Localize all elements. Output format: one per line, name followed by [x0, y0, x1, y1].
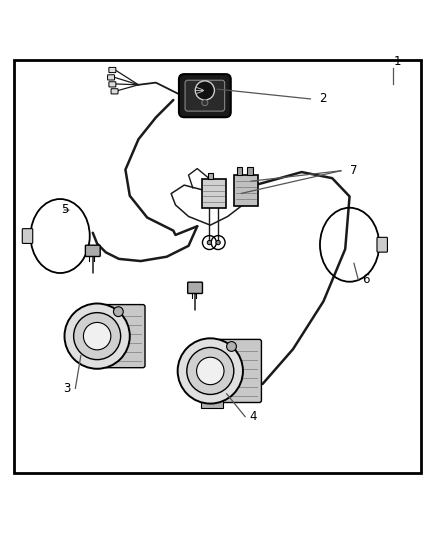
- FancyBboxPatch shape: [109, 67, 116, 72]
- FancyBboxPatch shape: [111, 88, 118, 94]
- Circle shape: [187, 348, 234, 394]
- Circle shape: [178, 338, 243, 403]
- FancyBboxPatch shape: [109, 82, 116, 87]
- Circle shape: [113, 307, 123, 317]
- Circle shape: [207, 240, 212, 245]
- FancyBboxPatch shape: [187, 282, 202, 294]
- Text: 6: 6: [363, 273, 370, 286]
- Circle shape: [195, 81, 215, 100]
- FancyBboxPatch shape: [105, 304, 145, 368]
- Bar: [201, 400, 223, 408]
- Circle shape: [83, 322, 111, 350]
- Text: 4: 4: [250, 410, 257, 423]
- Circle shape: [202, 100, 208, 106]
- FancyBboxPatch shape: [85, 245, 100, 256]
- Circle shape: [226, 342, 237, 351]
- Text: 2: 2: [319, 92, 327, 106]
- Text: 1: 1: [394, 55, 401, 68]
- Text: 3: 3: [64, 382, 71, 395]
- FancyBboxPatch shape: [179, 74, 231, 117]
- Bar: [201, 180, 226, 208]
- Circle shape: [197, 357, 224, 385]
- Bar: [234, 175, 258, 206]
- FancyBboxPatch shape: [185, 80, 225, 111]
- Circle shape: [74, 313, 120, 360]
- FancyBboxPatch shape: [218, 340, 261, 402]
- Bar: [208, 173, 213, 180]
- Bar: [237, 167, 242, 175]
- FancyBboxPatch shape: [108, 75, 115, 80]
- Circle shape: [64, 303, 130, 369]
- FancyBboxPatch shape: [377, 237, 388, 252]
- FancyBboxPatch shape: [22, 229, 33, 244]
- Circle shape: [216, 240, 220, 245]
- Text: 5: 5: [61, 204, 69, 216]
- Text: 7: 7: [350, 164, 357, 177]
- Bar: [247, 167, 253, 175]
